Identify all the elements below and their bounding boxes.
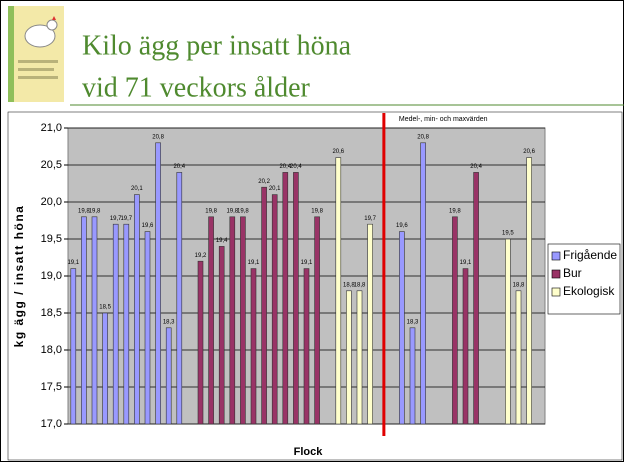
legend-swatch (552, 270, 560, 278)
bar (71, 269, 76, 424)
bar (113, 224, 118, 424)
bar (240, 217, 245, 424)
legend-label: Ekologisk (563, 284, 615, 298)
logo-text-line (18, 68, 54, 71)
value-label: 20,4 (173, 164, 185, 170)
value-label: 18,8 (354, 282, 366, 288)
bar (198, 261, 203, 424)
value-label: 20,6 (332, 149, 344, 155)
value-label: 18,5 (99, 305, 111, 311)
bar (357, 291, 362, 424)
bar (145, 232, 150, 424)
value-label: 19,8 (205, 208, 217, 214)
value-label: 20,2 (258, 179, 270, 185)
logo-text-line (18, 76, 58, 79)
value-label: 19,2 (195, 253, 207, 259)
value-label: 20,8 (152, 134, 164, 140)
value-label: 18,3 (407, 319, 419, 325)
bar (336, 158, 341, 424)
bar (103, 313, 108, 424)
bar (262, 187, 267, 424)
bar (283, 172, 288, 424)
y-tick-label: 18,0 (41, 344, 62, 356)
legend-swatch (552, 288, 560, 296)
value-label: 20,8 (417, 134, 429, 140)
value-label: 19,6 (142, 223, 154, 229)
value-label: 19,6 (396, 223, 408, 229)
y-tick-label: 20,5 (41, 159, 62, 171)
value-label: 19,8 (449, 208, 461, 214)
logo-hen-head (47, 20, 57, 30)
bar (166, 328, 171, 424)
value-label: 20,4 (470, 164, 482, 170)
legend-label: Frigående (563, 248, 617, 262)
value-label: 19,8 (89, 208, 101, 214)
value-label: 19,8 (237, 208, 249, 214)
value-label: 19,5 (502, 231, 514, 237)
bar (421, 143, 426, 424)
bar (230, 217, 235, 424)
chart-title: vid 71 veckors ålder (82, 72, 310, 103)
value-label: 19,1 (248, 260, 260, 266)
value-label: 19,7 (120, 216, 132, 222)
y-tick-label: 19,5 (41, 233, 62, 245)
value-label: 19,8 (311, 208, 323, 214)
logo-bg (8, 6, 64, 102)
y-tick-label: 18,5 (41, 307, 62, 319)
bar (399, 232, 404, 424)
y-tick-label: 17,5 (41, 381, 62, 393)
y-tick-label: 17,0 (41, 418, 62, 430)
y-tick-label: 20,0 (41, 196, 62, 208)
bar (368, 224, 373, 424)
bar (452, 217, 457, 424)
bar (293, 172, 298, 424)
bar (124, 224, 129, 424)
y-tick-label: 19,0 (41, 270, 62, 282)
bar (134, 195, 139, 424)
value-label: 20,4 (290, 164, 302, 170)
bar (177, 172, 182, 424)
annotation: Medel-, min- och maxvärden (399, 116, 488, 123)
value-label: 19,4 (216, 238, 228, 244)
bar (527, 158, 532, 424)
value-label: 20,1 (269, 186, 281, 192)
value-label: 20,6 (523, 149, 535, 155)
bar (209, 217, 214, 424)
bar (410, 328, 415, 424)
bar (272, 195, 277, 424)
value-label: 19,1 (460, 260, 472, 266)
slide: Kilo ägg per insatt höna vid 71 veckors … (0, 0, 624, 462)
bar (346, 291, 351, 424)
bar (92, 217, 97, 424)
value-label: 18,3 (163, 319, 175, 325)
chart-title: Kilo ägg per insatt höna (82, 30, 352, 61)
value-label: 20,1 (131, 186, 143, 192)
legend-swatch (552, 252, 560, 260)
logo (8, 6, 64, 102)
value-label: 18,8 (513, 282, 525, 288)
bar (315, 217, 320, 424)
legend-label: Bur (563, 266, 582, 280)
y-tick-label: 21,0 (41, 122, 62, 134)
bar (156, 143, 161, 424)
logo-text-line (18, 60, 58, 63)
bar (505, 239, 510, 424)
bar (304, 269, 309, 424)
bar (251, 269, 256, 424)
y-axis-label: kg ägg / insatt höna (12, 205, 26, 348)
x-axis-label: Flock (294, 446, 324, 458)
bar (463, 269, 468, 424)
value-label: 19,7 (364, 216, 376, 222)
bar (219, 246, 224, 424)
value-label: 19,1 (301, 260, 313, 266)
value-label: 19,1 (67, 260, 79, 266)
bar (474, 172, 479, 424)
logo-bar (8, 6, 14, 102)
bar (516, 291, 521, 424)
bar (81, 217, 86, 424)
